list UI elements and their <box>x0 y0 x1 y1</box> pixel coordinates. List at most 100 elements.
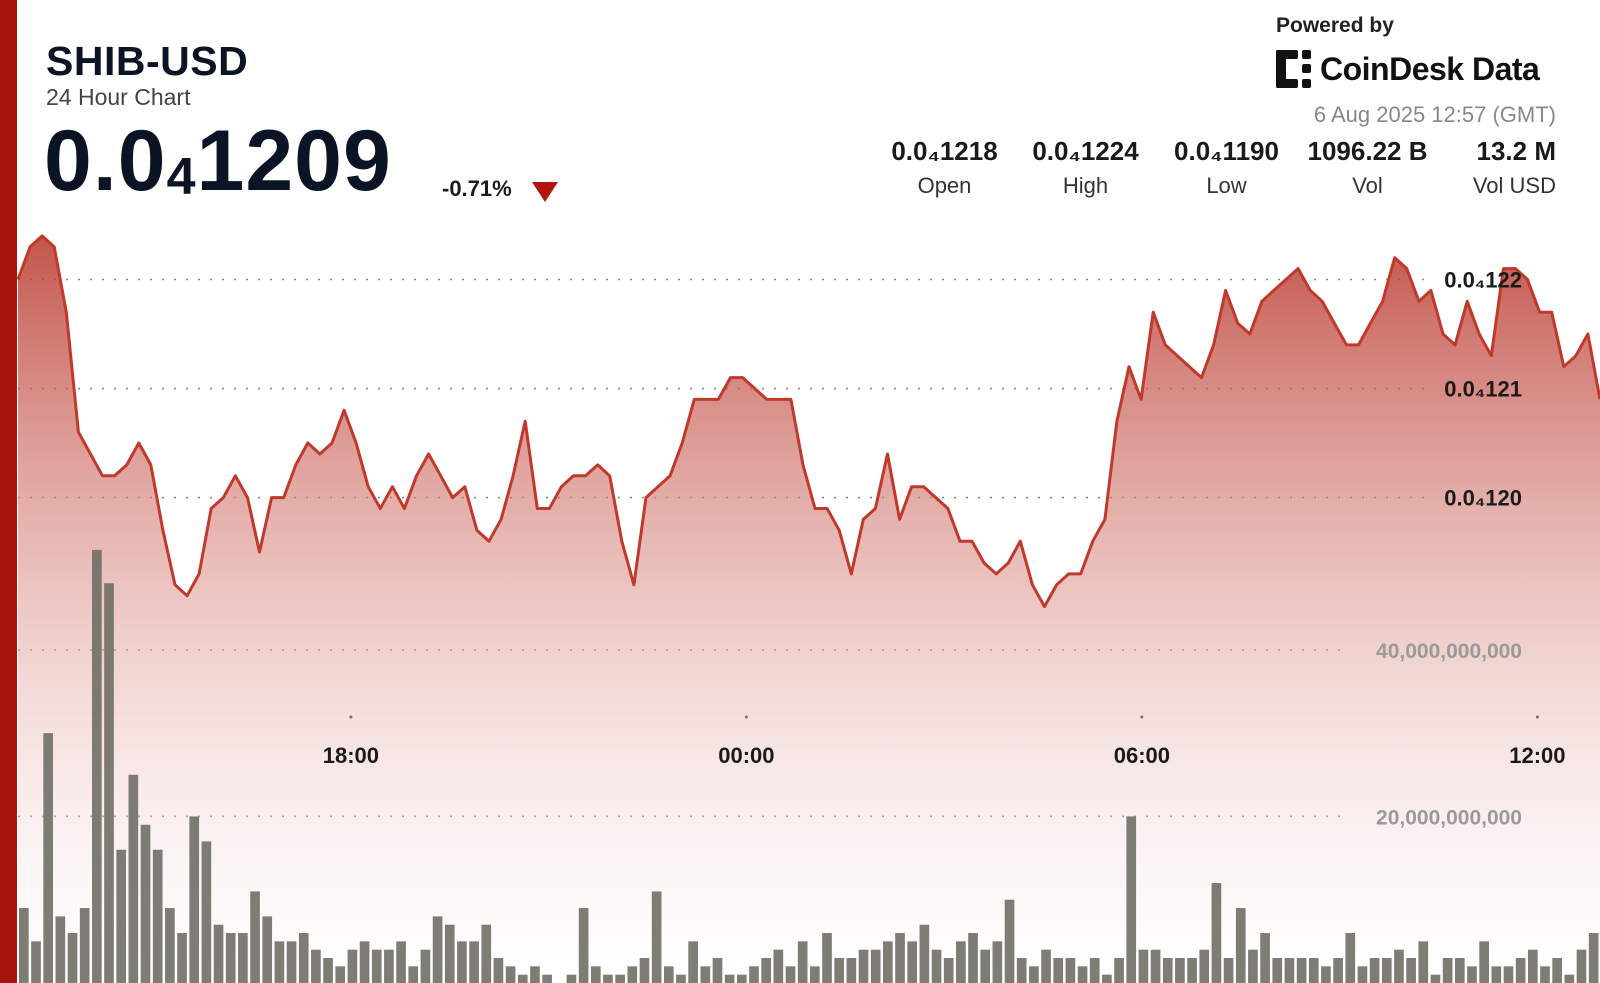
volume-bar <box>505 966 516 983</box>
volume-bar <box>663 966 674 983</box>
volume-bar <box>590 966 601 983</box>
volume-bar <box>1272 958 1283 983</box>
volume-bar <box>919 924 930 983</box>
volume-bar <box>980 949 991 983</box>
volume-bar <box>298 933 309 983</box>
volume-bar <box>761 958 771 983</box>
volume-bar <box>384 949 394 983</box>
volume-bar <box>956 941 966 983</box>
volume-bar <box>1576 949 1587 983</box>
volume-bar <box>1333 958 1343 983</box>
stats-row: 0.0₄1218 Open 0.0₄1224 High 0.0₄1190 Low… <box>874 136 1556 199</box>
volume-bar <box>1077 966 1088 983</box>
volume-bar <box>408 966 419 983</box>
volume-bar <box>530 966 540 983</box>
volume-bar <box>858 949 869 983</box>
current-price: 0.041209 <box>44 118 392 204</box>
volume-bar <box>457 941 467 983</box>
volume-bar <box>943 958 954 983</box>
stat-low: 0.0₄1190 Low <box>1156 136 1297 199</box>
volume-bar <box>1454 958 1465 983</box>
volume-bar <box>128 774 139 983</box>
volume-bar <box>116 849 127 983</box>
volume-bar <box>1442 958 1453 983</box>
volume-bar <box>104 583 114 983</box>
stat-vol: 1096.22 B Vol <box>1297 136 1438 199</box>
stat-label: High <box>1062 173 1109 198</box>
volume-bar <box>992 941 1003 983</box>
volume-bar <box>1187 958 1197 983</box>
volume-bar <box>165 908 175 983</box>
volume-bar <box>432 916 443 983</box>
volume-bar <box>810 966 820 983</box>
volume-bar <box>822 933 832 983</box>
volume-bar <box>1357 966 1368 983</box>
brand-name: CoinDesk Data <box>1320 50 1540 87</box>
volume-bar <box>31 941 41 983</box>
volume-bar <box>493 958 504 983</box>
volume-bar <box>152 849 163 983</box>
volume-bar <box>79 908 90 983</box>
volume-bar <box>1527 949 1538 983</box>
volume-bar <box>274 941 285 983</box>
volume-bar <box>1467 966 1477 983</box>
volume-bar <box>1503 966 1514 983</box>
volume-bar <box>724 974 735 983</box>
stat-value: 1096.22 B <box>1307 136 1428 166</box>
stat-label: Vol <box>1352 173 1383 198</box>
volume-bar <box>359 941 370 983</box>
x-tick-label: 12:00 <box>1509 743 1565 768</box>
volume-bar <box>140 824 151 983</box>
volume-bar <box>1089 958 1100 983</box>
price-line <box>16 234 1600 609</box>
volume-bar <box>444 924 455 983</box>
volume-bar <box>700 966 711 983</box>
volume-bar <box>785 966 796 983</box>
volume-bar <box>907 941 918 983</box>
volume-bar <box>1223 958 1234 983</box>
volume-bar <box>1284 958 1295 983</box>
volume-bar <box>1308 958 1319 983</box>
volume-bar <box>968 933 978 983</box>
volume-bar <box>895 933 905 983</box>
x-tick-label: 00:00 <box>718 743 774 768</box>
volume-bar <box>1175 958 1185 983</box>
volume-bar <box>1406 958 1416 983</box>
volume-bar <box>1199 949 1210 983</box>
volume-bar <box>189 816 200 983</box>
price-subscript: 4 <box>166 148 197 206</box>
stat-vol-usd: 13.2 M Vol USD <box>1438 136 1556 199</box>
volume-bar <box>578 908 589 983</box>
price-area <box>18 235 1600 983</box>
volume-bar <box>615 974 625 983</box>
volume-bar <box>1004 899 1015 983</box>
stat-label: Vol USD <box>1472 173 1556 198</box>
volume-bar <box>420 949 431 983</box>
volume-bar <box>177 933 187 983</box>
volume-bar <box>712 958 723 983</box>
volume-bar <box>566 974 577 983</box>
volume-bar <box>1296 958 1307 983</box>
volume-bar <box>225 933 236 983</box>
price-change: -0.71% <box>442 176 512 201</box>
volume-bar <box>335 966 346 983</box>
price-main: 0.0 <box>44 113 167 209</box>
volume-bar <box>1381 958 1392 983</box>
x-tick-label: 06:00 <box>1114 743 1170 768</box>
price-axis-label: 0.0₄122 <box>1444 268 1522 293</box>
volume-bar <box>883 941 893 983</box>
stat-value: 0.0₄1218 <box>891 136 998 166</box>
volume-bar <box>1248 949 1258 983</box>
volume-bar <box>1150 949 1161 983</box>
stat-value: 0.0₄1224 <box>1032 136 1139 166</box>
price-axis-label: 0.0₄120 <box>1444 486 1522 511</box>
volume-bar <box>481 924 492 983</box>
volume-bar <box>1126 816 1137 983</box>
volume-bar <box>749 966 759 983</box>
volume-bar <box>311 949 321 983</box>
volume-bar <box>1588 933 1599 983</box>
volume-bar <box>19 908 29 983</box>
volume-bar <box>1479 941 1489 983</box>
volume-bar <box>1029 966 1039 983</box>
